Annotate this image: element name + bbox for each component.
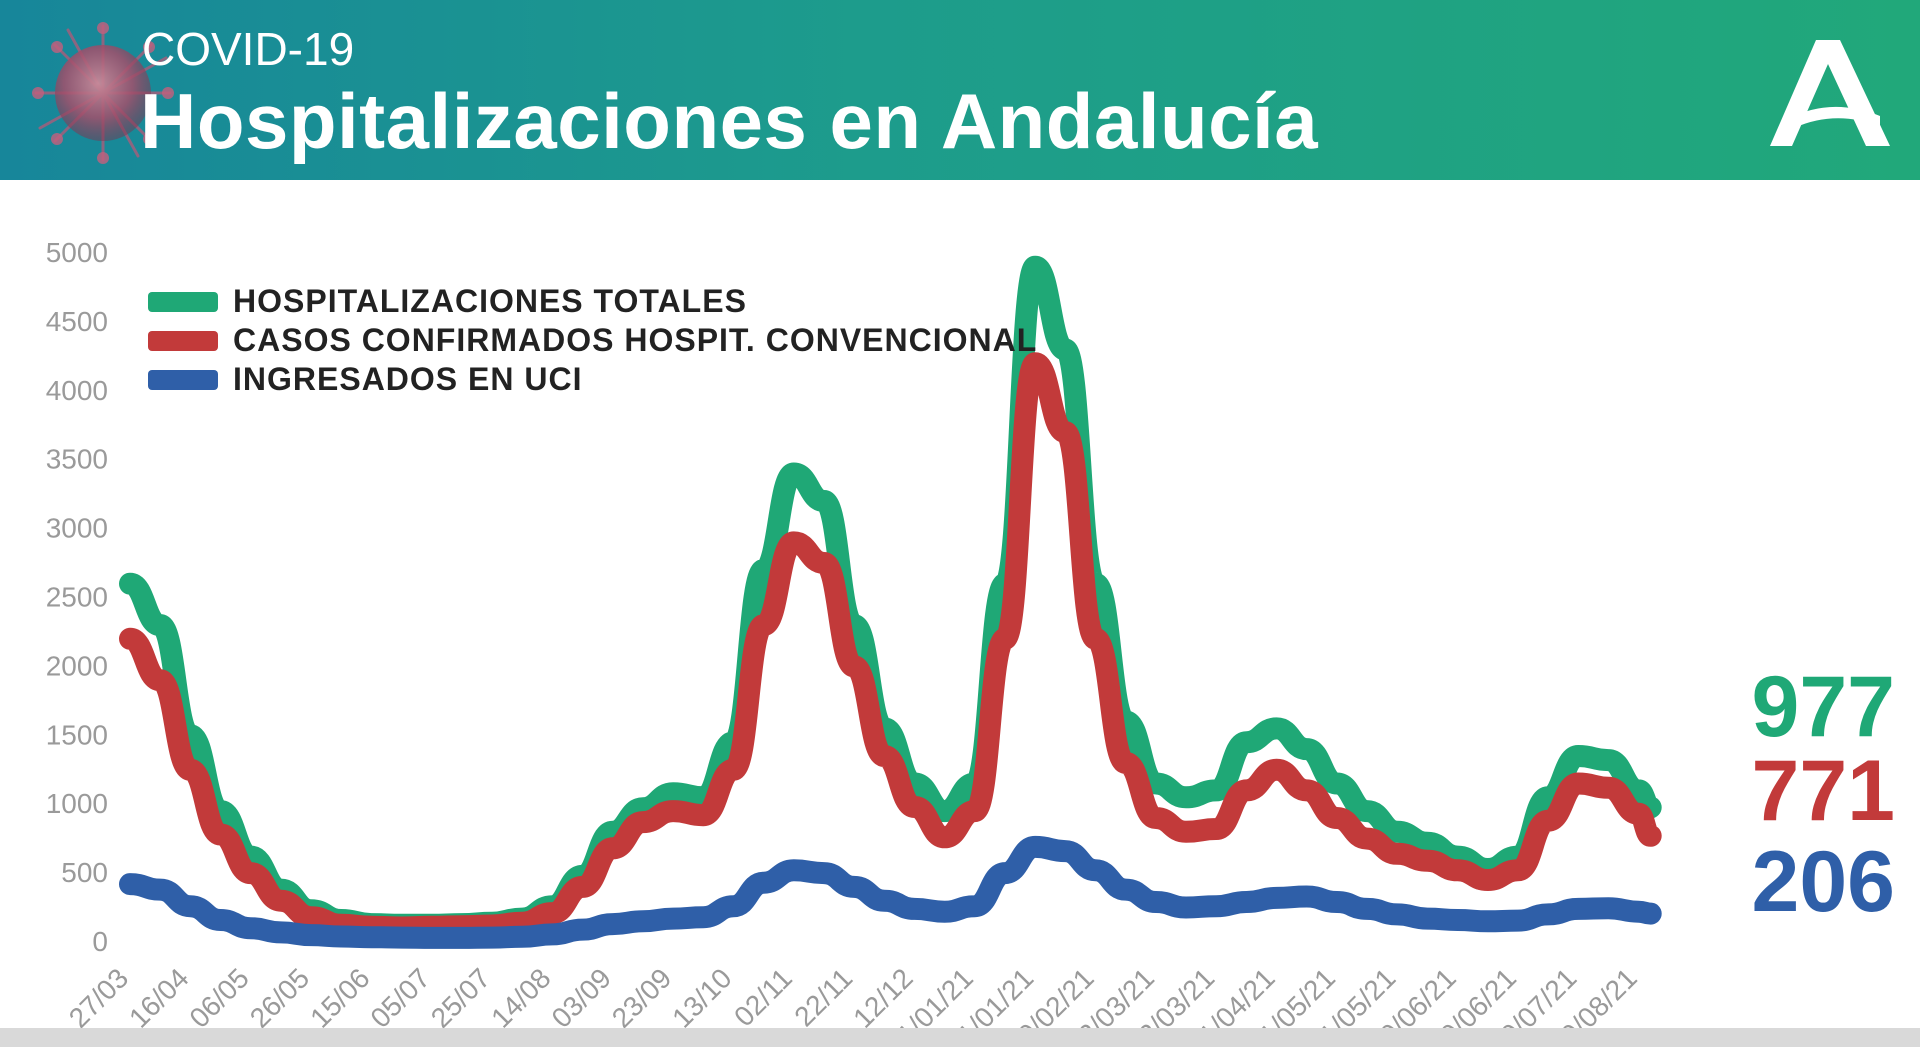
x-tick-label: 26/05 xyxy=(244,962,315,1028)
x-tick-label: 05/07 xyxy=(364,962,435,1028)
legend-label: CASOS CONFIRMADOS HOSPIT. CONVENCIONAL xyxy=(233,322,1037,358)
y-tick-label: 4500 xyxy=(46,306,108,337)
hospitalizations-chart: 0 500 1000 1500 2000 2500 3000 3500 4000 4500 5000… xyxy=(46,237,1896,1028)
x-tick-label: 23/09 xyxy=(606,962,677,1028)
series-lines xyxy=(119,255,1662,949)
x-axis: 27/0316/0406/0526/0515/0605/0725/0714/08… xyxy=(63,962,1643,1028)
legend-label: HOSPITALIZACIONES TOTALES xyxy=(233,283,747,319)
x-tick-label: 14/08 xyxy=(485,962,556,1028)
y-tick-label: 5000 xyxy=(46,237,108,268)
x-tick-label: 27/03 xyxy=(63,962,134,1028)
y-tick-label: 2500 xyxy=(46,582,108,613)
x-tick-label: 13/10 xyxy=(666,962,737,1028)
x-tick-label: 15/06 xyxy=(304,962,375,1028)
y-axis: 0 500 1000 1500 2000 2500 3000 3500 4000 4500 5000 xyxy=(46,237,108,957)
series-end-value: 771 xyxy=(1752,743,1896,839)
y-tick-label: 3000 xyxy=(46,513,108,544)
legend-swatch xyxy=(148,331,218,351)
legend-swatch xyxy=(148,370,218,390)
header-banner: COVID-19 Hospitalizaciones en Andalucía xyxy=(0,0,1920,180)
x-tick-label: 03/09 xyxy=(546,962,617,1028)
coronavirus-icon xyxy=(32,22,174,164)
x-tick-label: 06/05 xyxy=(183,962,254,1028)
series-end-value: 977 xyxy=(1752,659,1896,755)
y-tick-label: 500 xyxy=(61,857,108,888)
y-tick-label: 0 xyxy=(92,926,108,957)
x-tick-label: 25/07 xyxy=(425,962,496,1028)
legend-label: INGRESADOS EN UCI xyxy=(233,361,582,397)
series-line-3 xyxy=(119,835,1662,949)
y-tick-label: 1500 xyxy=(46,719,108,750)
legend-swatch xyxy=(148,292,218,312)
y-tick-label: 1000 xyxy=(46,788,108,819)
page-title: Hospitalizaciones en Andalucía xyxy=(140,77,1319,165)
x-tick-label: 22/11 xyxy=(788,962,858,1028)
junta-de-andalucia-logo xyxy=(1770,40,1890,146)
y-tick-label: 4000 xyxy=(46,375,108,406)
y-tick-label: 2000 xyxy=(46,650,108,681)
series-end-value: 206 xyxy=(1752,834,1896,930)
header-subtitle: COVID-19 xyxy=(142,23,355,75)
bottom-scrollbar xyxy=(0,1028,1920,1047)
y-tick-label: 3500 xyxy=(46,444,108,475)
x-tick-label: 02/11 xyxy=(728,962,798,1028)
x-tick-label: 16/04 xyxy=(123,962,194,1028)
